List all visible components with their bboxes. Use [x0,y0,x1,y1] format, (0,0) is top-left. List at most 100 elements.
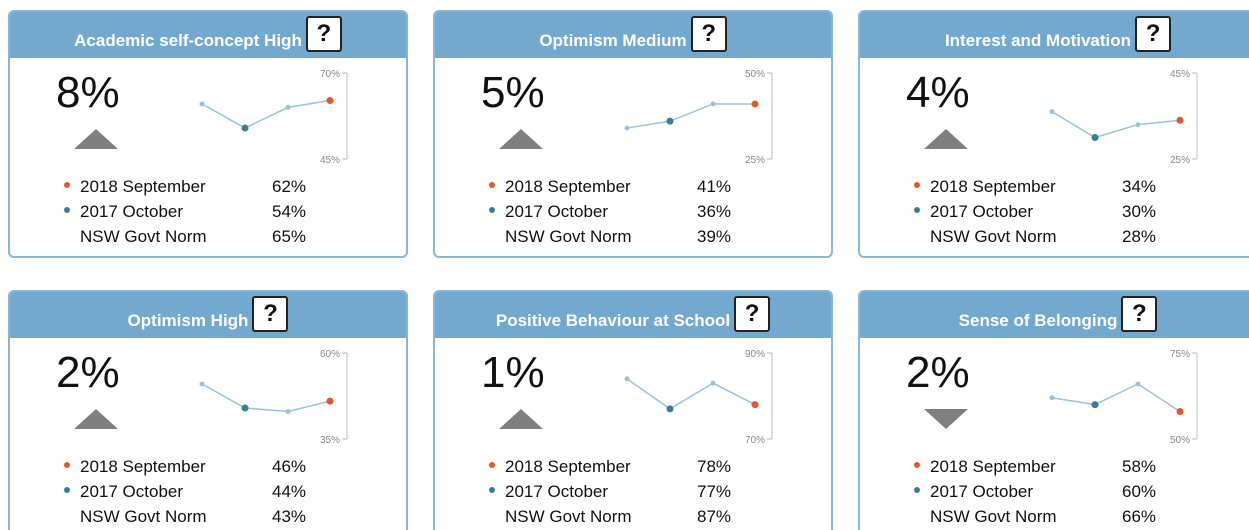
legend-name: 2018 September [930,457,1056,476]
y-tick-label: 70% [320,69,340,80]
sparkline-point [1091,134,1099,141]
sparkline-point [751,401,759,409]
card: Academic self-concept High? 8% 45% 70% 2018 … [8,10,408,258]
legend-name: NSW Govt Norm [930,227,1057,246]
card-graphics: 1% 70% 90% 2018 September 78% 2017 October 77%… [481,348,773,526]
sparkline-point [326,397,334,405]
sparkline-point [326,97,334,105]
legend-name: 2018 September [505,457,631,476]
legend-value: 54% [272,202,306,221]
card-graphics: 8% 45% 70% 2018 September 62% 2017 October 54%… [56,68,348,246]
sparkline-point [241,404,249,412]
card-title: Academic self-concept High [74,31,302,50]
legend-value: 65% [272,227,306,246]
sparkline-point [1176,407,1184,415]
legend-value: 62% [272,177,306,196]
y-tick-label: 75% [1170,349,1190,360]
sparkline-point [1135,122,1141,128]
y-tick-label: 50% [745,69,765,80]
y-tick-label: 45% [1170,69,1190,80]
card-header: Sense of Belonging? [860,292,1249,338]
y-tick-label: 25% [1170,155,1190,166]
trend-arrow [499,129,543,149]
legend-value: 43% [272,507,306,526]
y-tick-label: 70% [745,435,765,446]
sparkline-point [1049,395,1055,401]
trend-arrow [74,129,118,149]
sparkline-point [285,408,291,414]
card-header: Positive Behaviour at School? [435,292,831,338]
sparkline-point [666,117,674,125]
card-title: Interest and Motivation [944,31,1132,50]
change-value: 1% [481,348,545,397]
legend-dot [914,462,920,468]
legend-dot [64,207,70,213]
sparkline-point [199,101,205,107]
sparkline-point [624,376,630,382]
legend-name: 2017 October [930,202,1033,221]
y-tick-label: 90% [745,349,765,360]
sparkline-point [1176,116,1184,124]
sparkline-point [285,104,291,110]
sparkline-point [199,381,205,387]
sparkline-point [1135,381,1141,387]
legend-name: NSW Govt Norm [80,507,207,526]
legend-dot [489,462,495,468]
card-title: Optimism Medium [539,31,687,50]
change-value: 4% [906,68,970,117]
card: Interest and Motivation? 4% 25% 45% 2018 Sep… [858,10,1249,258]
legend-name: NSW Govt Norm [930,507,1057,526]
card: Positive Behaviour at School? 1% 70% 90% 201… [433,290,833,530]
legend-name: 2018 September [930,177,1056,196]
card-header: Optimism High? [10,292,406,338]
help-button[interactable]: ? [1135,16,1172,52]
card-header: Optimism Medium? [435,12,831,58]
change-value: 2% [56,348,120,397]
legend-name: 2018 September [505,177,631,196]
card-title: Optimism High [127,311,249,330]
help-button[interactable]: ? [1121,296,1158,332]
sparkline-point [241,124,249,132]
help-button[interactable]: ? [734,296,771,332]
y-tick-label: 60% [320,349,340,360]
sparkline [201,99,331,129]
legend-value: 87% [697,507,731,526]
legend-value: 34% [1122,177,1156,196]
legend-value: 77% [697,482,731,501]
sparkline [626,378,756,410]
legend-value: 36% [697,202,731,221]
sparkline-point [710,101,716,107]
legend-name: 2017 October [505,482,608,501]
trend-arrow [74,409,118,429]
help-button[interactable]: ? [690,16,727,52]
legend-value: 28% [1122,227,1156,246]
sparkline-point [751,100,759,108]
change-value: 8% [56,68,120,117]
card-header: Academic self-concept High? [10,12,406,58]
legend-dot [489,207,495,213]
legend-dot [64,182,70,188]
legend-dot [64,462,70,468]
help-button[interactable]: ? [305,16,342,52]
legend-value: 78% [697,457,731,476]
trend-arrow [924,409,968,429]
legend-dot [914,207,920,213]
card-graphics: 2% 50% 75% 2018 September 58% 2017 October 60%… [906,348,1198,526]
trend-arrow [924,129,968,149]
legend-dot [914,487,920,493]
legend-name: 2017 October [930,482,1033,501]
legend-name: NSW Govt Norm [80,227,207,246]
legend-dot [64,487,70,493]
card-header: Interest and Motivation? [860,12,1249,58]
card: Optimism High? 2% 35% 60% 2018 September 46% 2… [8,290,408,530]
legend-value: 46% [272,457,306,476]
y-tick-label: 35% [320,435,340,446]
legend-value: 60% [1122,482,1156,501]
legend-dot [914,182,920,188]
card: Sense of Belonging? 2% 50% 75% 2018 Septembe… [858,290,1249,530]
legend-value: 44% [272,482,306,501]
sparkline-point [666,405,674,413]
help-button[interactable]: ? [252,296,289,332]
legend-value: 41% [697,177,731,196]
